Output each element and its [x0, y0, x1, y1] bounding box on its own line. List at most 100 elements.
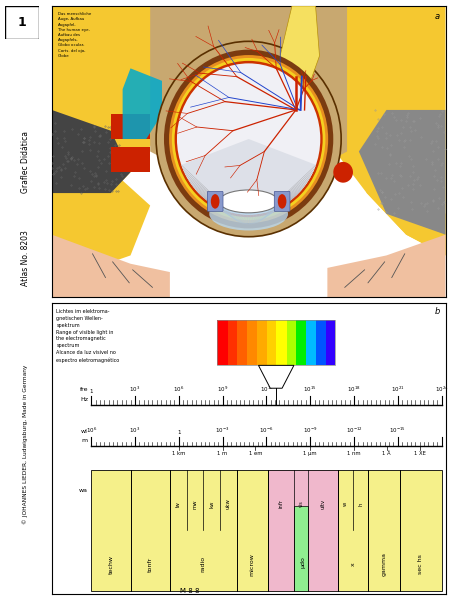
Text: $10^3$: $10^3$: [129, 426, 140, 435]
Text: sec hs: sec hs: [418, 554, 423, 574]
Bar: [275, 320, 276, 365]
Bar: [250, 320, 252, 365]
Bar: [239, 320, 241, 365]
Bar: [302, 320, 303, 365]
Bar: [307, 320, 308, 365]
Text: tonfr: tonfr: [148, 557, 153, 572]
Bar: [295, 320, 296, 365]
Bar: [293, 320, 294, 365]
Bar: [294, 506, 308, 590]
Circle shape: [156, 41, 341, 237]
Text: 1 km: 1 km: [172, 451, 185, 457]
Text: 1 m: 1 m: [217, 451, 228, 457]
Bar: [256, 320, 257, 365]
Polygon shape: [111, 114, 150, 139]
Bar: [301, 320, 302, 365]
Text: ukw: ukw: [226, 499, 231, 509]
Text: $10^{-12}$: $10^{-12}$: [346, 426, 362, 435]
Bar: [257, 320, 258, 365]
Bar: [262, 320, 263, 365]
Bar: [267, 320, 268, 365]
Text: lw: lw: [176, 501, 181, 507]
Text: gamma: gamma: [381, 552, 386, 576]
Bar: [266, 320, 267, 365]
Bar: [297, 320, 299, 365]
Text: $10^3$: $10^3$: [129, 385, 140, 394]
Bar: [299, 320, 300, 365]
Bar: [306, 320, 307, 365]
Text: $10^{18}$: $10^{18}$: [347, 385, 361, 394]
Bar: [321, 320, 322, 365]
Bar: [326, 320, 327, 365]
Text: 1 Å: 1 Å: [382, 451, 391, 457]
Ellipse shape: [211, 194, 220, 209]
Text: h: h: [358, 502, 363, 506]
Ellipse shape: [278, 194, 287, 209]
Bar: [91, 470, 441, 590]
Text: a: a: [434, 12, 440, 21]
Text: x: x: [351, 562, 356, 566]
Text: Atlas No. 8203: Atlas No. 8203: [21, 230, 30, 286]
Bar: [313, 320, 314, 365]
Text: ultv: ultv: [320, 499, 326, 509]
Bar: [269, 320, 270, 365]
Bar: [258, 320, 260, 365]
Circle shape: [169, 55, 328, 223]
Text: $10^{15}$: $10^{15}$: [303, 385, 317, 394]
Bar: [316, 320, 318, 365]
Bar: [286, 320, 287, 365]
Bar: [223, 320, 224, 365]
Text: m: m: [82, 438, 88, 443]
Bar: [235, 320, 236, 365]
Text: $10^{-3}$: $10^{-3}$: [216, 426, 230, 435]
Bar: [237, 320, 238, 365]
Text: $10^{12}$: $10^{12}$: [260, 385, 273, 394]
Bar: [217, 320, 335, 365]
Text: wl: wl: [81, 429, 88, 434]
Bar: [249, 320, 250, 365]
Bar: [314, 320, 315, 365]
Bar: [329, 320, 330, 365]
Text: $10^6$: $10^6$: [86, 426, 97, 435]
Text: M 8 8: M 8 8: [180, 587, 199, 593]
Bar: [324, 320, 326, 365]
Bar: [315, 320, 316, 365]
Text: $10^{-15}$: $10^{-15}$: [389, 426, 406, 435]
Bar: [268, 470, 338, 590]
Bar: [279, 320, 280, 365]
Bar: [261, 320, 262, 365]
Ellipse shape: [219, 190, 278, 213]
Bar: [300, 320, 301, 365]
Text: techw: techw: [109, 554, 114, 574]
Text: infr: infr: [279, 499, 284, 508]
Bar: [244, 320, 246, 365]
Bar: [254, 320, 255, 365]
Bar: [284, 320, 286, 365]
FancyBboxPatch shape: [207, 191, 223, 211]
Bar: [222, 320, 223, 365]
Bar: [334, 320, 335, 365]
Text: $10^{24}$: $10^{24}$: [435, 385, 449, 394]
Polygon shape: [52, 181, 150, 276]
Bar: [260, 320, 261, 365]
Bar: [332, 320, 333, 365]
Bar: [305, 320, 306, 365]
Text: fre: fre: [80, 388, 88, 392]
Bar: [333, 320, 334, 365]
Polygon shape: [335, 6, 446, 256]
Text: mw: mw: [193, 499, 198, 509]
Bar: [322, 320, 324, 365]
Text: $10^6$: $10^6$: [173, 385, 184, 394]
Polygon shape: [52, 6, 162, 193]
Text: 1: 1: [90, 389, 93, 394]
Bar: [320, 320, 321, 365]
Bar: [246, 320, 247, 365]
Text: $10^{21}$: $10^{21}$: [391, 385, 405, 394]
Bar: [236, 320, 237, 365]
Circle shape: [333, 162, 353, 182]
Bar: [296, 320, 297, 365]
Polygon shape: [280, 6, 319, 89]
Text: 1 μm: 1 μm: [303, 451, 317, 457]
Text: radio: radio: [201, 556, 206, 572]
Text: $10^9$: $10^9$: [217, 385, 228, 394]
